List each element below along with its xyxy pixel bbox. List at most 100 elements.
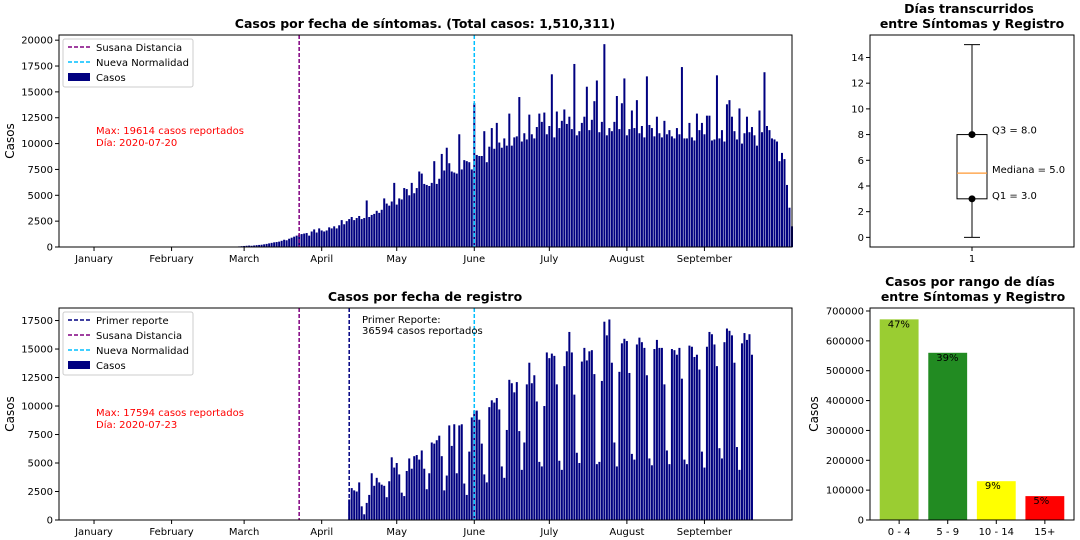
ytick-label: 4 <box>858 181 864 192</box>
bar <box>745 116 748 247</box>
bar <box>335 228 338 247</box>
bar <box>660 137 663 247</box>
q3-point <box>968 131 976 139</box>
chart-rangos-bars: 47% 0 - 4 39% 5 - 9 9% 10 - 14 5% 15+ <box>879 319 1065 538</box>
xtick-label: 5 - 9 <box>936 527 959 538</box>
bar <box>786 184 788 247</box>
bar <box>498 409 501 520</box>
bar <box>548 126 551 247</box>
bar <box>545 352 548 520</box>
bar <box>478 419 481 520</box>
bar <box>560 120 563 247</box>
ytick-label: 12 <box>851 79 864 90</box>
xtick-label: August <box>609 527 644 538</box>
chart-sintomas: Casos por fecha de síntomas. (Total caso… <box>3 16 793 265</box>
bar <box>725 328 728 520</box>
bar <box>455 473 458 520</box>
bar <box>595 464 598 520</box>
xtick-label: May <box>386 527 407 538</box>
bar <box>718 138 721 247</box>
bar <box>480 443 483 520</box>
bar <box>685 464 688 520</box>
bar <box>380 209 383 247</box>
bar <box>575 135 578 247</box>
bar <box>505 145 508 247</box>
bar <box>585 360 588 520</box>
bar <box>350 488 353 520</box>
bar <box>315 232 318 247</box>
bar <box>600 121 603 247</box>
chart-rangos-title-2: entre Síntomas y Registro <box>881 289 1066 304</box>
bar <box>655 116 658 247</box>
bar <box>635 100 638 248</box>
bar <box>760 132 763 247</box>
percent-label: 47% <box>888 319 910 330</box>
percent-label: 39% <box>936 353 958 364</box>
bar <box>505 429 508 520</box>
bar <box>573 63 576 248</box>
bar <box>578 463 581 520</box>
ytick-label: 7500 <box>28 430 53 441</box>
xtick-label: March <box>229 527 259 538</box>
bar <box>653 136 656 247</box>
bar <box>245 245 248 247</box>
bar <box>653 349 656 520</box>
bar <box>518 431 521 520</box>
bar <box>638 337 641 520</box>
bar <box>788 207 791 247</box>
bar <box>645 76 648 248</box>
chart-registro-xaxis: January February March April May June July Augu… <box>74 520 733 538</box>
bar <box>418 459 421 520</box>
bar <box>553 137 556 247</box>
bar <box>355 218 358 247</box>
bar <box>755 145 758 247</box>
bar <box>700 122 703 247</box>
bar <box>555 384 558 520</box>
bar <box>695 354 698 520</box>
bar <box>360 506 363 520</box>
bar <box>683 138 686 247</box>
bar <box>525 139 528 247</box>
bar <box>425 184 428 247</box>
bar <box>768 130 771 247</box>
xtick-label: August <box>609 254 644 265</box>
bar <box>370 473 373 520</box>
ytick-label: 20000 <box>21 36 53 47</box>
bar <box>643 137 646 247</box>
q1-point <box>968 195 976 203</box>
bar <box>713 344 716 520</box>
bar <box>415 455 418 520</box>
bar <box>640 342 643 520</box>
bar <box>323 231 326 247</box>
chart-sintomas-ylabel: Casos <box>3 123 17 159</box>
bar <box>303 233 306 247</box>
bar <box>455 173 458 247</box>
bar <box>735 447 738 520</box>
chart-registro-vlines <box>298 308 476 520</box>
bar <box>468 162 471 247</box>
ytick-label: 0 <box>47 516 53 527</box>
bar <box>750 354 753 520</box>
bar <box>570 352 573 520</box>
bar <box>458 425 461 520</box>
bar <box>383 198 386 247</box>
bar <box>723 342 726 520</box>
bar <box>300 234 303 247</box>
bar <box>465 161 468 247</box>
chart-sintomas-bars <box>235 44 793 248</box>
bar <box>976 481 1016 520</box>
bar <box>733 131 736 247</box>
bar <box>615 466 618 520</box>
ytick-label: 0 <box>858 233 864 244</box>
bar <box>750 127 753 247</box>
bar <box>620 343 623 520</box>
bar <box>748 334 751 520</box>
ytick-label: 17500 <box>21 316 53 327</box>
bar <box>578 131 581 247</box>
bar <box>563 366 566 520</box>
bar <box>515 136 518 247</box>
bar <box>540 466 543 520</box>
bar <box>605 335 608 520</box>
bar <box>388 481 391 520</box>
xtick-label: March <box>229 254 259 265</box>
